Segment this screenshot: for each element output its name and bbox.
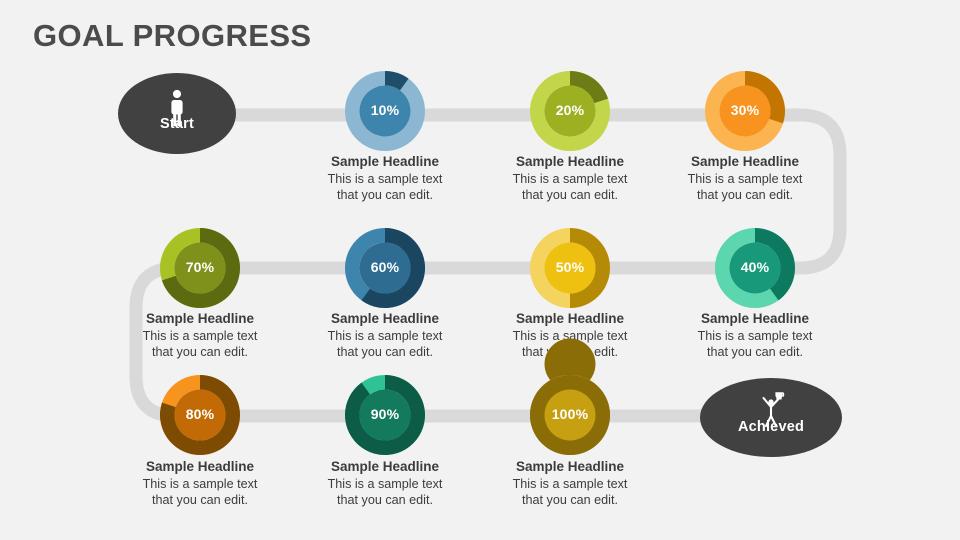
step-body-line1: This is a sample text [512, 329, 628, 343]
step-caption-90: Sample Headline This is a sample text that… [290, 458, 480, 509]
donut-value-arc [570, 228, 610, 308]
step-headline: Sample Headline [700, 311, 810, 326]
donut-value-arc [160, 375, 240, 455]
step-body-line2: that you can edit. [152, 492, 248, 507]
step-body-line1: This is a sample text [687, 172, 803, 186]
donut-graphic [530, 228, 610, 308]
step-caption-70: Sample Headline This is a sample text that… [105, 310, 295, 361]
progress-donut-100[interactable]: 100% [529, 338, 610, 455]
donut-value-arc [755, 228, 795, 301]
page-title: GOAL PROGRESS [33, 18, 312, 53]
step-body-line2: that you can edit. [337, 492, 433, 507]
donut-center-disc [729, 242, 781, 294]
donut-graphic [345, 71, 425, 151]
step-headline: Sample Headline [690, 154, 800, 169]
step-caption-60: Sample Headline This is a sample text that… [290, 310, 480, 361]
progress-donut-20[interactable]: 20% [530, 71, 610, 151]
progress-donut-50[interactable]: 50% [530, 228, 610, 308]
step-body-line2: that you can edit. [522, 187, 618, 202]
donut-graphic [160, 375, 240, 455]
donut-graphic [705, 71, 785, 151]
step-body-line2: that you can edit. [522, 492, 618, 507]
step-headline: Sample Headline [330, 311, 440, 326]
step-body-line1: This is a sample text [327, 477, 443, 491]
donut-center-disc [359, 85, 411, 137]
step-body-line1: This is a sample text [327, 172, 443, 186]
progress-donut-80[interactable]: 80% [160, 375, 240, 455]
progress-donut-70[interactable]: 70% [160, 228, 240, 308]
step-body-line2: that you can edit. [697, 187, 793, 202]
step-body-line1: This is a sample text [512, 477, 628, 491]
donut-value-arc [161, 228, 240, 308]
step-headline: Sample Headline [145, 311, 255, 326]
step-caption-40: Sample Headline This is a sample text that… [660, 310, 850, 361]
step-body-line2: that you can edit. [337, 344, 433, 359]
donut-graphic [530, 71, 610, 151]
donut-center-disc [174, 389, 226, 441]
donut-graphic [529, 338, 610, 455]
step-body-line1: This is a sample text [142, 329, 258, 343]
progress-donut-10[interactable]: 10% [345, 71, 425, 151]
step-body-line2: that you can edit. [707, 344, 803, 359]
donut-graphic [345, 228, 425, 308]
start-node-label: Start [159, 116, 195, 132]
step-caption-20: Sample Headline This is a sample text that… [475, 153, 665, 204]
step-caption-80: Sample Headline This is a sample text that… [105, 458, 295, 509]
step-body-line1: This is a sample text [512, 172, 628, 186]
donut-center-disc [544, 85, 596, 137]
donut-center-disc [719, 85, 771, 137]
donut-value-arc [361, 228, 425, 308]
donut-graphic [345, 375, 425, 455]
donut-center-disc [174, 242, 226, 294]
step-caption-10: Sample Headline This is a sample text that… [290, 153, 480, 204]
donut-graphic [715, 228, 795, 308]
step-headline: Sample Headline [515, 459, 625, 474]
step-body-line2: that you can edit. [337, 187, 433, 202]
donut-center-disc [544, 389, 596, 441]
step-headline: Sample Headline [515, 154, 625, 169]
progress-donut-40[interactable]: 40% [715, 228, 795, 308]
donut-value-arc [385, 71, 409, 91]
step-body-line1: This is a sample text [142, 477, 258, 491]
donut-graphic [160, 228, 240, 308]
step-caption-30: Sample Headline This is a sample text that… [650, 153, 840, 204]
progress-donut-90[interactable]: 90% [345, 375, 425, 455]
step-body-line1: This is a sample text [327, 329, 443, 343]
step-headline: Sample Headline [145, 459, 255, 474]
step-caption-100: Sample Headline This is a sample text that… [475, 458, 665, 509]
person-trophy-icon [700, 389, 842, 429]
donut-center-disc [359, 242, 411, 294]
achieved-node[interactable]: Achieved [700, 378, 842, 457]
step-body-line1: This is a sample text [697, 329, 813, 343]
progress-donut-60[interactable]: 60% [345, 228, 425, 308]
achieved-node-label: Achieved [737, 419, 805, 435]
step-headline: Sample Headline [330, 154, 440, 169]
step-headline: Sample Headline [515, 311, 625, 326]
donut-value-arc [345, 375, 425, 455]
step-body-line2: that you can edit. [152, 344, 248, 359]
start-node[interactable]: Start [118, 73, 236, 154]
progress-donut-30[interactable]: 30% [705, 71, 785, 151]
donut-value-arc [570, 71, 609, 104]
donut-value-arc [745, 71, 785, 124]
person-standing-icon [118, 89, 236, 127]
donut-center-disc [359, 389, 411, 441]
step-headline: Sample Headline [330, 459, 440, 474]
donut-center-disc [544, 242, 596, 294]
